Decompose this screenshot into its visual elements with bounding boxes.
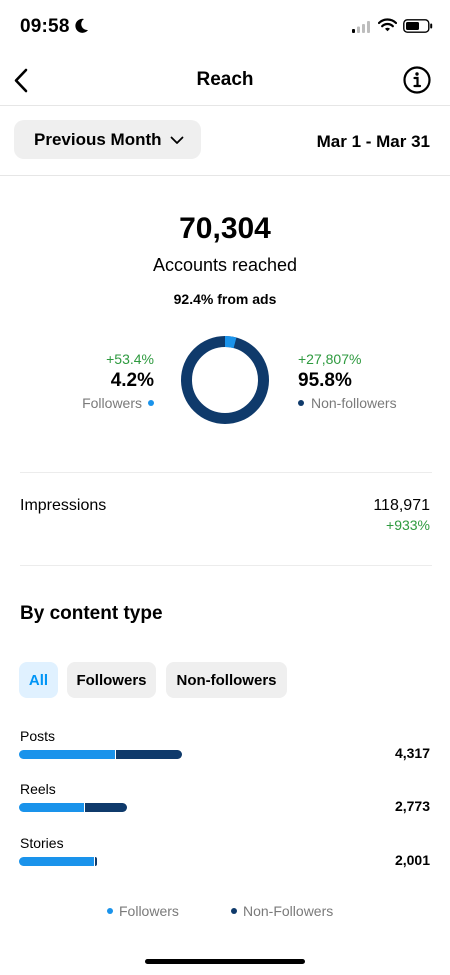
content-type-label-reels: Reels	[20, 781, 56, 797]
content-type-bar-posts	[19, 750, 182, 759]
followers-legend: Followers	[82, 395, 154, 411]
status-time: 09:58	[20, 16, 70, 37]
accounts-reached-label: Accounts reached	[152, 255, 298, 275]
back-button[interactable]	[8, 66, 38, 96]
content-type-label-posts: Posts	[20, 728, 56, 744]
bar-non-followers-segment	[85, 803, 127, 812]
nav-bar: Reach	[0, 54, 450, 106]
period-dropdown[interactable]: Previous Month	[14, 120, 201, 159]
legend-followers-label: Followers	[119, 903, 179, 919]
date-range: Mar 1 - Mar 31	[316, 132, 430, 151]
followers-percent: 4.2%	[110, 370, 154, 391]
content-type-value-stories: 2,001	[394, 852, 430, 868]
legend-followers: Followers	[107, 903, 179, 919]
non-followers-delta: +27,807%	[298, 351, 362, 367]
impressions-label: Impressions	[20, 497, 107, 514]
bar-non-followers-segment	[95, 857, 97, 866]
filter-chip-all[interactable]: All	[19, 662, 58, 698]
non-followers-dot-icon	[231, 908, 237, 914]
impressions-value: 118,971	[373, 497, 430, 514]
bar-non-followers-segment	[116, 750, 182, 759]
moon-icon	[75, 18, 89, 39]
bar-followers-segment	[19, 803, 84, 812]
filter-chip-non-followers[interactable]: Non-followers	[166, 662, 287, 698]
followers-dot-icon	[148, 400, 154, 406]
content-type-bar-stories	[19, 857, 97, 866]
home-indicator	[145, 959, 305, 964]
accounts-reached-count: 70,304	[179, 212, 271, 245]
filter-chip-followers[interactable]: Followers	[67, 662, 156, 698]
page-title: Reach	[196, 69, 254, 90]
donut-followers-arc	[181, 336, 269, 424]
impressions-delta: +933%	[386, 517, 430, 533]
followers-legend-label: Followers	[82, 395, 142, 411]
reach-donut-chart	[181, 336, 269, 424]
battery-icon	[403, 19, 433, 38]
followers-delta: +53.4%	[106, 351, 154, 367]
info-button[interactable]	[402, 65, 432, 95]
non-followers-legend-label: Non-followers	[311, 395, 397, 411]
chevron-down-icon	[170, 130, 184, 150]
non-followers-dot-icon	[298, 400, 304, 406]
legend-non-followers-label: Non-Followers	[243, 903, 334, 919]
divider	[20, 565, 432, 566]
content-type-value-reels: 2,773	[394, 798, 430, 814]
period-row: Previous Month Mar 1 - Mar 31	[0, 106, 450, 176]
non-followers-percent: 95.8%	[298, 370, 352, 391]
content-type-bar-reels	[19, 803, 127, 812]
content-type-value-posts: 4,317	[394, 745, 430, 761]
bar-followers-segment	[19, 857, 94, 866]
content-type-label-stories: Stories	[20, 835, 64, 851]
status-bar: 09:58	[0, 0, 450, 54]
section-title: By content type	[20, 603, 163, 624]
donut-non-followers-arc	[181, 336, 269, 424]
followers-stat: +53.4% 4.2% Followers	[82, 351, 154, 411]
followers-dot-icon	[107, 908, 113, 914]
wifi-icon	[377, 18, 398, 37]
cellular-signal-icon	[352, 20, 370, 38]
from-ads-text: 92.4% from ads	[173, 291, 277, 307]
legend-non-followers: Non-Followers	[231, 903, 333, 919]
bar-followers-segment	[19, 750, 115, 759]
non-followers-stat: +27,807% 95.8% Non-followers	[298, 351, 397, 411]
non-followers-legend: Non-followers	[298, 395, 397, 411]
divider	[20, 472, 432, 473]
info-icon	[403, 66, 431, 94]
period-label: Previous Month	[34, 129, 162, 149]
